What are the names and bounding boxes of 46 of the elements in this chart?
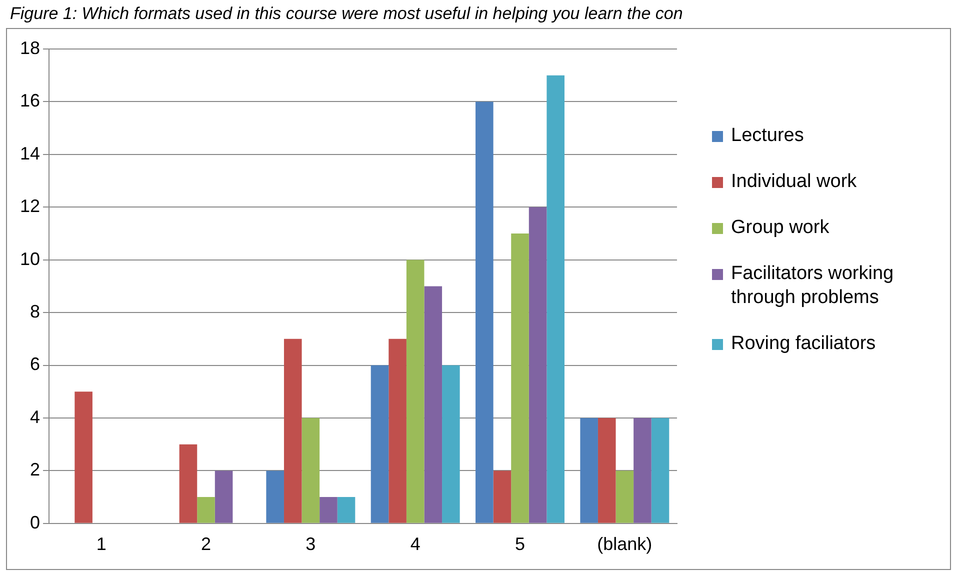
y-tick-label: 8	[30, 302, 40, 322]
bar	[442, 365, 460, 523]
x-tick-label: 3	[306, 534, 316, 554]
legend-label: Roving faciliators	[731, 332, 876, 356]
bar	[388, 338, 406, 523]
bar	[406, 260, 424, 523]
chart-title: Figure 1: Which formats used in this course were most useful in helping you learn the con	[9, 3, 684, 25]
bar	[74, 392, 92, 523]
bar	[546, 75, 564, 523]
bar	[197, 497, 215, 523]
bar	[302, 418, 320, 523]
bar	[634, 418, 652, 523]
legend-label: Group work	[731, 216, 830, 240]
bar	[320, 497, 338, 523]
x-tick-label: 5	[515, 534, 526, 554]
bar	[651, 418, 670, 523]
y-tick-label: 16	[20, 90, 40, 111]
x-tick-label: 2	[201, 534, 212, 554]
y-tick-label: 14	[20, 143, 40, 164]
bar	[284, 338, 302, 523]
legend-label: Individual work	[731, 170, 857, 194]
x-tick-label: 1	[96, 534, 106, 554]
legend-label: Lectures	[731, 124, 804, 148]
bar	[616, 470, 634, 523]
bar	[337, 497, 356, 523]
x-tick-label: 4	[410, 534, 420, 554]
bar	[266, 470, 284, 523]
y-tick-label: 10	[20, 248, 40, 269]
bar	[598, 418, 616, 523]
bar	[493, 470, 512, 523]
y-tick-label: 18	[20, 38, 40, 58]
y-tick-label: 0	[30, 512, 40, 532]
y-tick-label: 2	[30, 460, 40, 480]
bar	[476, 102, 494, 523]
y-tick-label: 6	[30, 354, 40, 374]
bar	[179, 444, 198, 523]
x-tick-label: (blank)	[597, 534, 652, 554]
y-tick-label: 4	[30, 406, 40, 427]
y-tick-label: 12	[20, 196, 40, 216]
bar	[580, 418, 598, 523]
bar	[424, 286, 442, 523]
bar	[528, 207, 547, 523]
bar	[214, 470, 233, 523]
bar	[511, 233, 529, 523]
legend-label: Facilitators working through problems	[731, 262, 895, 310]
bar	[370, 365, 389, 523]
